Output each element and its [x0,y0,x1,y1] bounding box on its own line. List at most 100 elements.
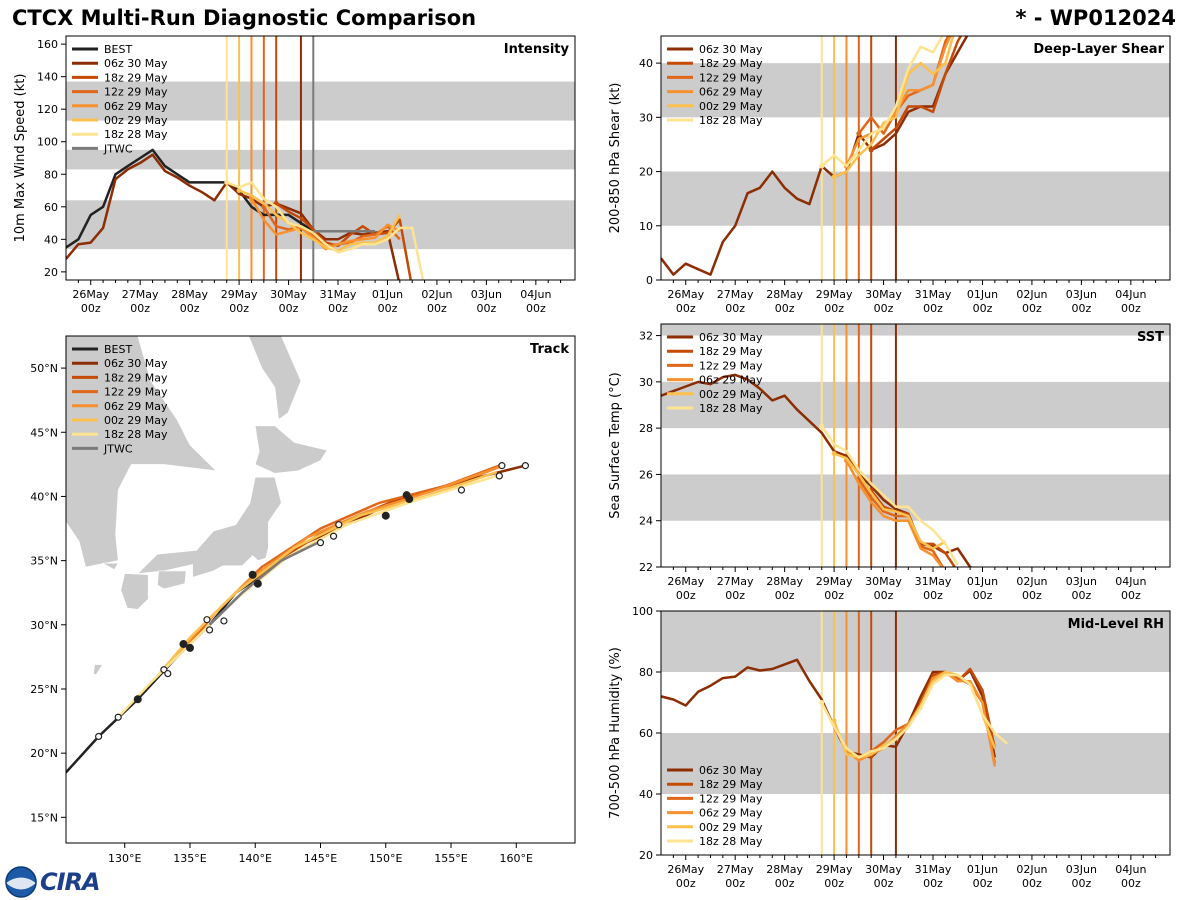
y-axis-label: 700-500 hPa Humidity (%) [608,647,623,819]
track-point-open [114,713,122,721]
threshold-band [661,381,1170,429]
y-tick-label: 30°N [30,619,58,632]
plot-area [661,36,1170,280]
x-tick-label-hour: 00z [180,302,200,315]
x-tick-label-day: 31May [915,863,952,876]
y-tick-label: 20°N [30,747,58,760]
legend-label: 18z 28 May [699,114,763,127]
x-tick-label-hour: 00z [476,302,496,315]
x-tick-label-day: 29May [816,863,853,876]
x-tick-label-hour: 00z [279,302,299,315]
x-tick-label-hour: 00z [874,302,894,315]
x-tick-label-hour: 00z [378,302,398,315]
y-tick-label: 20 [639,166,653,179]
legend-label: 06z 29 May [699,86,763,99]
x-tick-label-day: 30May [865,288,902,301]
threshold-band [66,149,575,170]
y-tick-label: 50°N [30,362,58,375]
track-point-open [329,532,338,540]
legend-label: 06z 30 May [699,331,763,344]
x-tick-label-hour: 00z [824,302,844,315]
x-tick-label-day: 28May [766,288,803,301]
track-point-open [521,462,530,470]
x-tick-label-hour: 00z [427,302,447,315]
noaa-logo [5,866,37,898]
x-tick-label-day: 27May [717,288,754,301]
x-tick-label-hour: 00z [1121,302,1141,315]
x-tick-label-hour: 00z [328,302,348,315]
land-mass [248,336,302,420]
axes-frame [65,35,576,281]
x-tick-label-day: 30May [270,288,307,301]
legend-label: 06z 30 May [699,43,763,56]
x-tick-label-hour: 00z [973,877,993,890]
plot-area [66,336,575,843]
track-point-filled [253,579,262,588]
x-tick-label-day: 26May [72,288,109,301]
x-tick-label-day: 02Jun [1016,863,1047,876]
x-tick-label-hour: 00z [824,589,844,602]
y-tick-label: 120 [37,103,58,116]
threshold-band [66,81,575,121]
x-tick-label-hour: 00z [923,302,943,315]
legend-label: 00z 29 May [699,821,763,834]
x-tick-label-day: 29May [816,288,853,301]
x-tick-label-hour: 00z [1121,877,1141,890]
y-tick-label: 60 [639,727,653,740]
x-tick-label-day: 04Jun [520,288,551,301]
storm-id: * - WP012024 [1015,6,1176,30]
x-tick-label: 155°E [434,852,467,865]
x-tick-label-hour: 00z [923,589,943,602]
x-tick-label-hour: 00z [824,877,844,890]
y-tick-label: 32 [639,330,653,343]
series-line [66,148,314,249]
panel-title: Mid-Level RH [1068,617,1164,632]
x-tick-label-hour: 00z [874,877,894,890]
x-tick-label: 145°E [304,852,337,865]
x-tick-label-day: 02Jun [1016,288,1047,301]
track-point-open [316,539,325,547]
land-mass [157,570,187,590]
x-tick-label-day: 02Jun [1016,575,1047,588]
plot-area [661,611,1170,855]
x-tick-label-hour: 00z [775,302,795,315]
x-tick-label-day: 01Jun [967,863,998,876]
track-point-open [205,626,214,634]
series-line [208,540,322,626]
land-mass [66,336,217,568]
series-line [833,452,947,550]
legend-label: 06z 29 May [699,807,763,820]
series-marker [819,163,825,169]
y-tick-label: 0 [646,274,653,287]
series-line [820,425,959,566]
legend-label: 18z 29 May [699,345,763,358]
panel-track: 130°E 135°E 140°E 145°E 150°E 155°E 160°E 15°N 2… [30,335,576,865]
y-tick-label: 24 [639,515,653,528]
legend-label: 00z 29 May [104,414,168,427]
y-tick-label: 26 [639,468,653,481]
y-tick-label: 45°N [30,426,58,439]
legend-label: 18z 29 May [104,371,168,384]
threshold-band [661,611,1170,672]
track-point-filled [185,643,194,652]
x-tick-label-hour: 00z [725,877,745,890]
x-tick-label-hour: 00z [1071,589,1091,602]
series-line [845,36,952,167]
legend-label: 18z 29 May [699,778,763,791]
panel-sst: 26May00z27May00z28May00z29May00z30May00z… [608,323,1171,602]
legend-label: 12z 29 May [699,359,763,372]
legend-label: 18z 29 May [699,57,763,70]
series-line [226,181,425,280]
y-tick-label: 20 [639,849,653,862]
y-axis-label: 200-850 hPa Shear (kt) [608,83,623,234]
y-tick-label: 100 [37,136,58,149]
x-tick-label-day: 27May [717,575,754,588]
y-tick-label: 35°N [30,555,58,568]
x-tick-label-day: 04Jun [1115,575,1146,588]
y-tick-label: 28 [639,422,653,435]
x-tick-label-day: 30May [865,575,902,588]
x-tick-label-day: 02Jun [421,288,452,301]
series-marker [868,147,874,153]
series-marker [856,131,862,137]
x-tick-label-day: 27May [717,863,754,876]
